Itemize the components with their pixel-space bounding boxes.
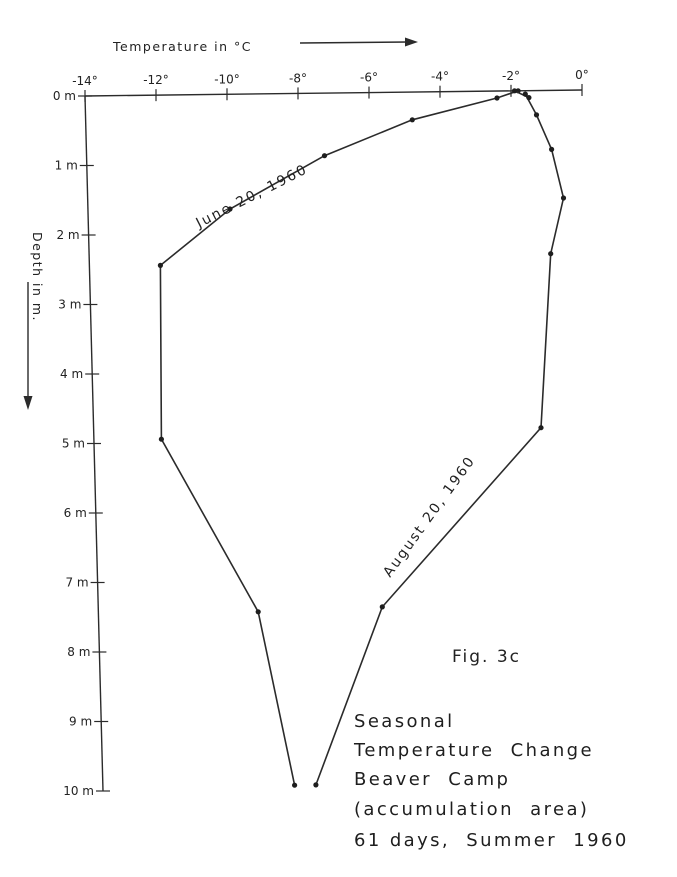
data-point (511, 88, 518, 94)
x-tick-label: 0° (575, 68, 589, 82)
data-point (321, 153, 328, 159)
x-tick-label: -4° (431, 70, 449, 84)
y-tick-label: 8 m (67, 645, 90, 659)
data-point (533, 112, 540, 118)
y-tick-label: 5 m (62, 437, 85, 451)
series-line-0 (159, 90, 519, 786)
data-point (379, 604, 385, 610)
y-tick-label: 1 m (55, 159, 78, 173)
data-point (494, 95, 500, 101)
data-point (292, 782, 298, 788)
x-tick-label: -10° (214, 72, 240, 86)
data-point (526, 95, 532, 101)
caption-line-4: (accumulation area) (354, 799, 589, 820)
x-axis-line (84, 89, 583, 97)
y-tick-label: 7 m (65, 576, 88, 590)
series-label-august: August 20, 1960 (380, 453, 479, 580)
caption-line-5: 61 days, Summer 1960 (354, 830, 629, 851)
x-tick-label: -2° (502, 69, 520, 83)
data-point (522, 91, 528, 97)
x-ticks: -14° -12° -10° -8° -6° -4° -2° 0° (72, 68, 589, 102)
x-tick-label: -14° (72, 74, 98, 88)
data-point (313, 782, 319, 788)
y-axis-arrow-head (23, 396, 33, 410)
x-axis-title: Temperature in °C (112, 39, 252, 54)
data-point (560, 195, 567, 201)
figure-label: Fig. 3c (452, 647, 521, 667)
y-tick-label: 9 m (69, 715, 92, 729)
series-label-june: June 20, 1960 (193, 161, 311, 232)
y-tick-label: 6 m (64, 506, 87, 520)
x-tick-label: -8° (289, 71, 307, 85)
plot-area (157, 88, 567, 788)
caption-line-1: Seasonal (354, 711, 455, 732)
caption-line-2: Temperature Change (353, 740, 594, 761)
data-point (549, 146, 555, 152)
caption: Seasonal Temperature Change Beaver Camp … (353, 711, 629, 851)
data-point (409, 117, 415, 123)
y-axis: 0 m 1 m 2 m 3 m 4 m 5 m 6 m 7 m 8 m 9 m 10 m Depth… (23, 89, 110, 798)
x-axis: -14° -12° -10° -8° -6° -4° -2° 0° Temperature i… (72, 37, 589, 102)
data-point (548, 251, 554, 257)
data-point (158, 436, 164, 442)
y-tick-label: 4 m (60, 367, 83, 381)
y-tick-label: 3 m (58, 298, 81, 312)
x-axis-arrow-shaft (299, 41, 409, 44)
x-axis-arrow-head (405, 37, 418, 47)
y-ticks: 0 m 1 m 2 m 3 m 4 m 5 m 6 m 7 m 8 m 9 m 10 m (53, 89, 110, 798)
data-point (227, 206, 233, 212)
data-point (157, 262, 163, 268)
x-tick-label: -12° (143, 73, 169, 87)
x-tick-label: -6° (360, 71, 378, 85)
data-point (255, 609, 261, 615)
data-point (538, 425, 544, 431)
caption-line-3: Beaver Camp (354, 769, 510, 790)
y-tick-label: 0 m (53, 89, 76, 103)
y-axis-title: Depth in m. (30, 232, 45, 322)
y-tick-label: 10 m (63, 784, 94, 798)
y-tick-label: 2 m (56, 228, 79, 242)
series-line-1 (315, 90, 565, 786)
